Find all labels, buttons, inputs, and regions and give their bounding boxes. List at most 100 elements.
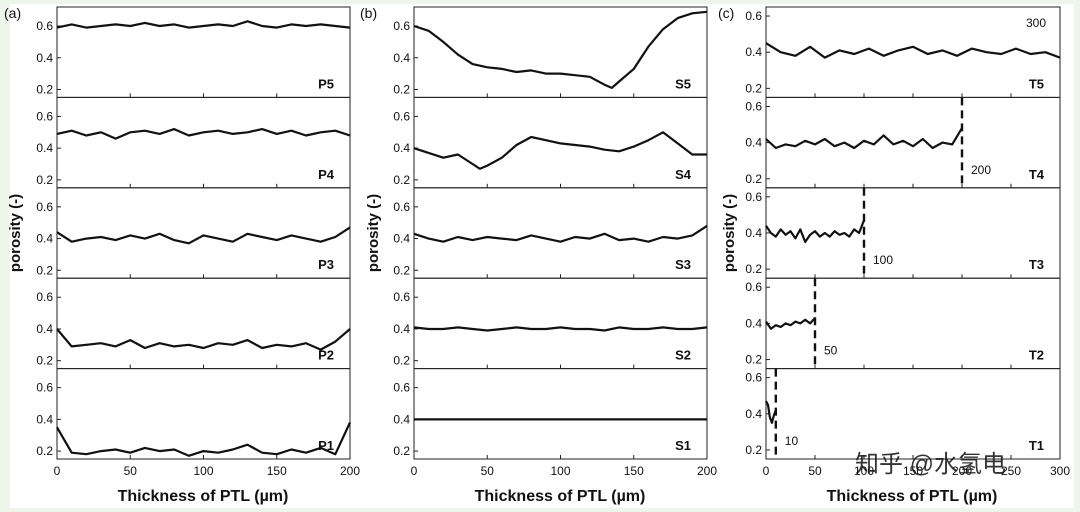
y-tick-label: 0.4 xyxy=(36,141,53,155)
y-tick-label: 0.4 xyxy=(745,226,762,240)
y-tick-label: 0.4 xyxy=(393,412,410,426)
watermark: 知乎 @水氢电 xyxy=(855,451,1006,478)
subplot-T5: 0.2 0.4 0.6 T5 300 xyxy=(745,6,1061,98)
y-tick-label: 0.4 xyxy=(393,141,410,155)
y-tick-label: 0.6 xyxy=(745,99,762,113)
y-tick-label: 0.2 xyxy=(393,354,410,368)
subplot-P3: 0.2 0.4 0.6 P3 xyxy=(36,187,351,279)
y-axis-label: porosity (-) xyxy=(365,194,382,272)
x-tick-label: 150 xyxy=(903,464,923,478)
y-axis-label: porosity (-) xyxy=(721,194,738,272)
subplot-name: T2 xyxy=(1029,348,1044,363)
x-tick-label: 100 xyxy=(854,464,874,478)
x-tick-label: 150 xyxy=(267,464,287,478)
x-tick-label: 100 xyxy=(193,464,213,478)
x-tick-label: 50 xyxy=(481,464,495,478)
subplot-name: T4 xyxy=(1029,167,1045,182)
x-tick-label: 100 xyxy=(550,464,570,478)
y-tick-label: 0.4 xyxy=(393,322,410,336)
y-tick-label: 0.2 xyxy=(393,263,410,277)
y-tick-label: 0.2 xyxy=(36,263,53,277)
y-tick-label: 0.4 xyxy=(745,136,762,150)
x-tick-label: 200 xyxy=(340,464,360,478)
subplot-name: P3 xyxy=(318,257,334,272)
y-tick-label: 0.4 xyxy=(745,45,762,59)
y-tick-label: 0.4 xyxy=(745,316,762,330)
y-tick-label: 0.6 xyxy=(36,200,53,214)
thickness-marker-label: 10 xyxy=(785,434,799,448)
x-tick-label: 0 xyxy=(763,464,770,478)
subplot-name: T1 xyxy=(1029,438,1044,453)
series-line-T5 xyxy=(765,42,1061,59)
series-line-S5 xyxy=(413,10,708,90)
y-tick-label: 0.2 xyxy=(745,172,762,186)
panel-label: (a) xyxy=(4,5,21,21)
y-tick-label: 0.2 xyxy=(745,262,762,276)
y-tick-label: 0.4 xyxy=(36,51,53,65)
y-tick-label: 0.6 xyxy=(393,290,410,304)
y-tick-label: 0.6 xyxy=(36,290,53,304)
y-tick-label: 0.2 xyxy=(36,444,53,458)
y-tick-label: 0.4 xyxy=(36,322,53,336)
y-tick-label: 0.4 xyxy=(36,412,53,426)
y-tick-label: 0.2 xyxy=(36,354,53,368)
y-tick-label: 0.2 xyxy=(745,443,762,457)
y-tick-label: 0.4 xyxy=(745,407,762,421)
x-axis-label: Thickness of PTL (µm) xyxy=(827,488,998,505)
subplot-name: S5 xyxy=(675,76,691,91)
subplot-S5: 0.2 0.4 0.6 S5 xyxy=(393,6,708,98)
y-tick-label: 0.6 xyxy=(745,280,762,294)
series-line-P5 xyxy=(56,20,351,29)
subplot-name: T5 xyxy=(1029,76,1044,91)
y-tick-label: 0.2 xyxy=(745,81,762,95)
y-tick-label: 0.6 xyxy=(393,200,410,214)
x-tick-label: 150 xyxy=(624,464,644,478)
series-line-P4 xyxy=(56,128,351,140)
series-line-S2 xyxy=(413,326,708,332)
subplot-name: P5 xyxy=(318,76,334,91)
subplot-name: S1 xyxy=(675,438,691,453)
x-tick-label: 300 xyxy=(1050,464,1070,478)
y-tick-label: 0.2 xyxy=(393,444,410,458)
series-line-T2 xyxy=(765,317,816,330)
y-tick-label: 0.2 xyxy=(36,173,53,187)
y-tick-label: 0.6 xyxy=(393,381,410,395)
thickness-marker-label: 100 xyxy=(873,253,893,267)
thickness-marker-label: 300 xyxy=(1026,16,1046,30)
y-axis-label: porosity (-) xyxy=(7,194,24,272)
subplot-name: S4 xyxy=(675,167,692,182)
x-axis-label: Thickness of PTL (µm) xyxy=(118,488,289,505)
subplot-P1: 0.2 0.4 0.6 P1 xyxy=(36,368,351,460)
y-tick-label: 0.4 xyxy=(36,232,53,246)
x-tick-label: 0 xyxy=(54,464,61,478)
series-line-S4 xyxy=(413,131,707,170)
series-line-S3 xyxy=(413,224,708,243)
subplot-name: S2 xyxy=(675,348,691,363)
series-line-T3 xyxy=(765,219,866,244)
x-tick-label: 200 xyxy=(697,464,717,478)
subplot-T2: 0.2 0.4 0.6 T2 50 xyxy=(745,277,1061,370)
subplot-T3: 0.2 0.4 0.6 T3 100 xyxy=(745,187,1061,279)
thickness-marker-label: 50 xyxy=(824,344,838,358)
subplot-P2: 0.2 0.4 0.6 P2 xyxy=(36,277,351,370)
series-line-T1 xyxy=(765,400,777,424)
y-tick-label: 0.4 xyxy=(393,232,410,246)
series-line-T4 xyxy=(765,127,963,150)
x-tick-label: 0 xyxy=(411,464,418,478)
series-line-P1 xyxy=(56,422,351,457)
y-tick-label: 0.6 xyxy=(745,371,762,385)
subplot-name: T3 xyxy=(1029,257,1044,272)
figure-canvas xyxy=(10,4,1074,508)
x-tick-label: 50 xyxy=(808,464,822,478)
y-tick-label: 0.6 xyxy=(745,9,762,23)
panel-label: (c) xyxy=(718,5,734,21)
subplot-T1: 0.2 0.4 0.6 T1 10 xyxy=(745,368,1061,460)
y-tick-label: 0.6 xyxy=(393,109,410,123)
y-tick-label: 0.6 xyxy=(36,19,53,33)
y-tick-label: 0.2 xyxy=(393,173,410,187)
thickness-marker-label: 200 xyxy=(971,163,991,177)
subplot-name: S3 xyxy=(675,257,691,272)
subplot-name: P4 xyxy=(318,167,335,182)
series-line-P3 xyxy=(56,226,351,245)
